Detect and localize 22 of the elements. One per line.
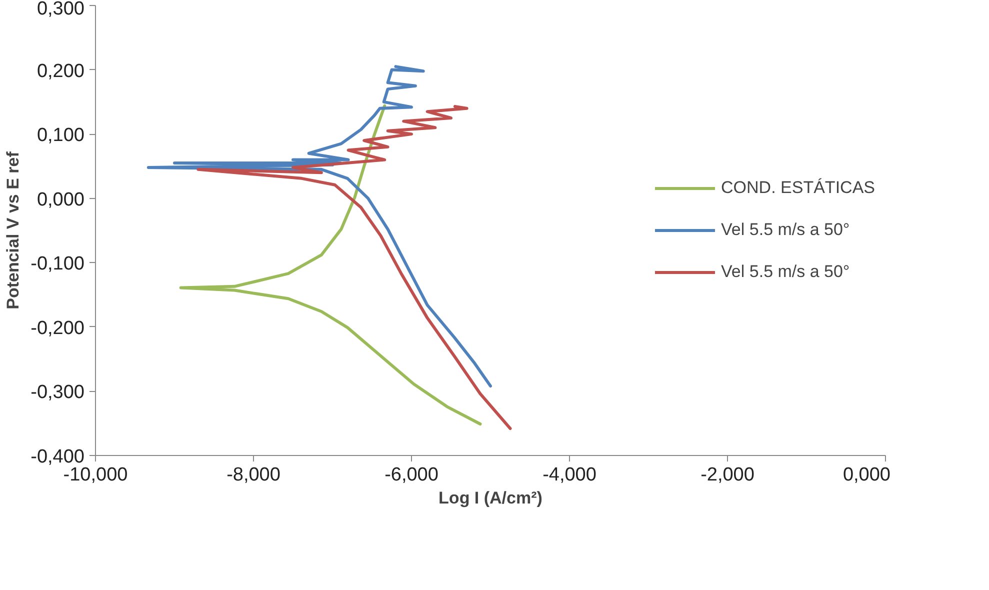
y-tick-label: -0,400 [30,446,84,468]
x-axis-title: Log I (A/cm²) [438,488,542,508]
x-tick-label: -2,000 [700,464,754,486]
y-tick-label: -0,200 [30,318,84,339]
y-tick-label: -0,100 [30,254,84,275]
y-axis-title: Potencial V vs E ref [4,151,23,310]
y-tick-label: -0,300 [30,382,84,404]
x-tick-label: -10,000 [63,464,128,486]
y-tick-label: 0,100 [36,125,84,146]
y-tick-label: 0,200 [36,60,84,82]
y-tick-label: 0,300 [36,0,84,20]
x-tick-label: -6,000 [384,464,438,486]
line-series [179,104,482,426]
line-series [196,104,512,430]
x-tick-label: -4,000 [542,464,596,486]
x-tick-label: -8,000 [226,464,280,486]
line-series [146,65,492,388]
legend-label: COND. ESTÁTICAS [721,178,875,198]
legend-label: Vel 5.5 m/s a 50° [721,220,850,240]
y-tick-label: 0,000 [36,189,84,210]
legend-label: Vel 5.5 m/s a 50° [721,262,850,282]
x-tick-label: 0,000 [842,464,890,486]
